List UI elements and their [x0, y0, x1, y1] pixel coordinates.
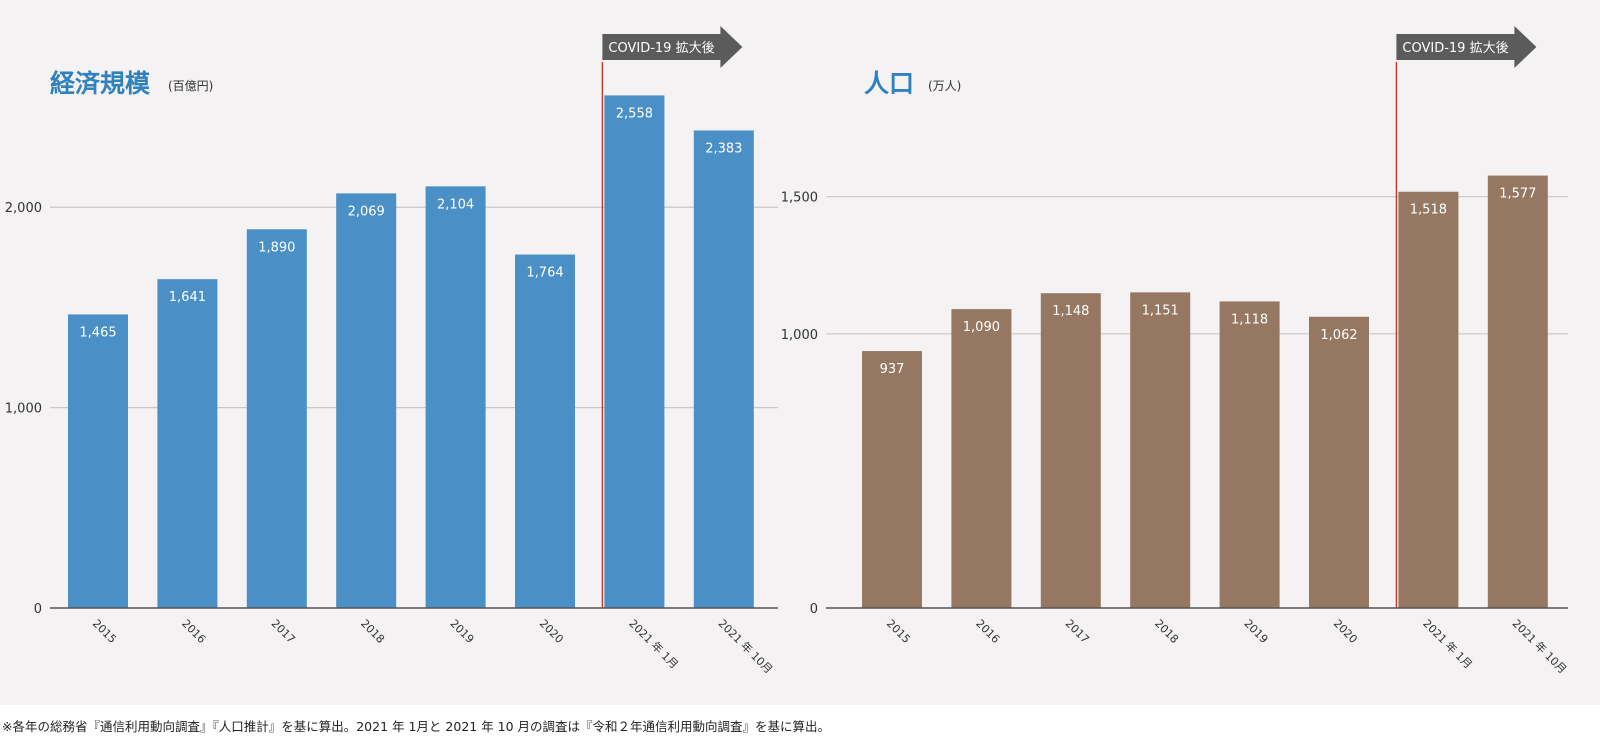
charts-svg: 経済規模 (百億円) 0 1,000 2,000 1,465 2015 1,641 2016 1,… [5, 26, 1570, 676]
population-x-tick-label: 2021 年 10月 [1510, 616, 1570, 676]
population-bar [1219, 301, 1280, 608]
population-x-tick-label: 2018 [1152, 617, 1181, 646]
population-value-label: 1,118 [1231, 312, 1268, 327]
economy-value-label: 1,890 [258, 240, 295, 255]
economy-bar [425, 186, 486, 609]
population-value-label: 1,090 [963, 320, 1000, 335]
population-covid-label: COVID-19 拡大後 [1402, 41, 1508, 56]
economy-bar [246, 229, 307, 608]
economy-chart-title: 経済規模 [50, 69, 151, 98]
population-covid-arrow [1396, 26, 1537, 68]
economy-chart-unit: (百億円) [168, 79, 213, 93]
economy-bar [336, 193, 397, 608]
footnote: ※各年の総務省『通信利用動向調査』『人口推計』を基に算出。2021 年 1月と … [2, 719, 831, 734]
population-bar [1040, 293, 1101, 608]
population-x-tick-label: 2016 [973, 617, 1002, 646]
economy-value-label: 1,465 [79, 325, 116, 340]
economy-value-label: 2,558 [616, 106, 653, 121]
economy-y-tick-label: 0 [34, 602, 42, 617]
economy-x-tick-label: 2015 [90, 617, 119, 646]
population-bar [1309, 316, 1369, 608]
population-x-tick-label: 2021 年 1月 [1420, 616, 1475, 671]
population-x-tick-label: 2015 [884, 617, 913, 646]
economy-value-label: 2,104 [437, 197, 474, 212]
population-value-label: 1,577 [1499, 187, 1536, 202]
population-bar [1487, 175, 1548, 608]
population-x-tick-label: 2019 [1241, 617, 1270, 646]
economy-bar [515, 254, 575, 608]
economy-value-label: 1,641 [169, 290, 206, 305]
population-value-label: 1,151 [1142, 303, 1179, 318]
economy-covid-label: COVID-19 拡大後 [608, 41, 714, 56]
economy-x-tick-label: 2020 [537, 617, 566, 646]
economy-x-tick-label: 2021 年 1月 [626, 616, 681, 671]
economy-value-label: 2,383 [705, 141, 742, 156]
economy-x-tick-label: 2021 年 10月 [716, 616, 776, 676]
economy-bar [157, 279, 218, 608]
economy-covid-arrow [602, 26, 743, 68]
population-y-tick-label: 1,500 [781, 191, 818, 206]
chart-canvas: 経済規模 (百億円) 0 1,000 2,000 1,465 2015 1,641 2016 1,… [0, 0, 1600, 705]
economy-bar [693, 130, 754, 608]
population-value-label: 937 [880, 362, 905, 377]
population-bar [951, 309, 1012, 608]
economy-bar [68, 314, 128, 608]
economy-value-label: 1,764 [526, 266, 563, 281]
economy-x-tick-label: 2019 [447, 617, 476, 646]
economy-x-tick-label: 2016 [179, 617, 208, 646]
population-y-tick-label: 0 [810, 602, 818, 617]
economy-value-label: 2,069 [348, 204, 385, 219]
population-value-label: 1,148 [1052, 304, 1089, 319]
economy-bar [604, 95, 665, 609]
population-value-label: 1,518 [1410, 203, 1447, 218]
population-x-tick-label: 2020 [1331, 617, 1360, 646]
population-bar [1130, 292, 1191, 608]
population-x-tick-label: 2017 [1063, 617, 1092, 646]
population-y-tick-label: 1,000 [781, 328, 818, 343]
population-chart-title: 人口 [864, 69, 914, 98]
economy-x-tick-label: 2018 [358, 617, 387, 646]
population-chart-unit: (万人) [928, 79, 961, 93]
population-value-label: 1,062 [1320, 328, 1357, 343]
population-bar [1398, 191, 1459, 609]
economy-x-tick-label: 2017 [269, 617, 298, 646]
economy-y-tick-label: 2,000 [5, 201, 42, 216]
economy-y-tick-label: 1,000 [5, 402, 42, 417]
population-bar [862, 351, 922, 608]
